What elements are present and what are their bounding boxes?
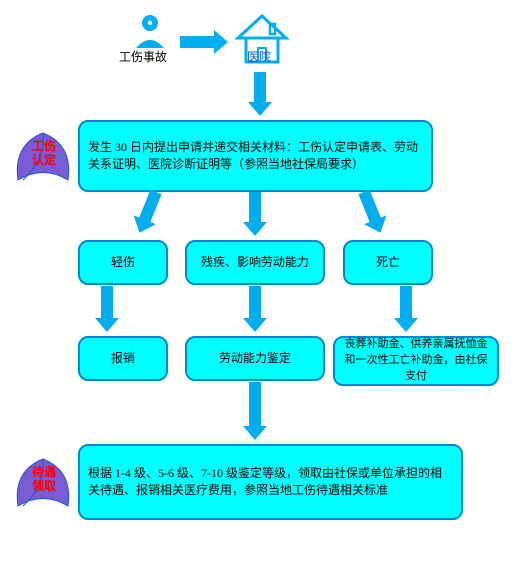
node-final-text: 根据 1-4 级、5-6 级、7-10 级鉴定等级，领取由社保或单位承担的相关待… [88, 465, 453, 500]
node-minor: 轻伤 [78, 240, 168, 285]
node-death-benefit-text: 丧葬补助金、供养亲属抚恤金和一次性工亡补助金，由社保支付 [343, 337, 489, 385]
arrow-apply-disability [249, 192, 261, 224]
node-death-text: 死亡 [376, 254, 400, 271]
node-final: 根据 1-4 级、5-6 级、7-10 级鉴定等级，领取由社保或单位承担的相关待… [78, 444, 463, 520]
arrow-apply-minor [138, 190, 161, 224]
node-assess-text: 劳动能力鉴定 [219, 350, 291, 367]
node-apply: 发生 30 日内提出申请并递交相关材料：工伤认定申请表、劳动关系证明、医院诊断证… [78, 120, 433, 192]
node-disability: 残疾、影响劳动能力 [185, 240, 325, 285]
arrow-death-benefit [400, 286, 412, 320]
node-apply-text: 发生 30 日内提出申请并递交相关材料：工伤认定申请表、劳动关系证明、医院诊断证… [88, 139, 423, 174]
arrow-assess-final [249, 382, 261, 428]
node-death: 死亡 [343, 240, 433, 285]
arrow-minor-reimburse [101, 286, 113, 320]
arrow-hospital-apply [254, 72, 266, 104]
arrow-to-hospital [180, 36, 216, 48]
node-reimburse-text: 报销 [111, 350, 135, 367]
flowchart-canvas: 工伤事故 医院 工伤 认定 发生 30 日内提出申请并递交相关材料：工伤认定申请… [0, 0, 522, 561]
hospital-label: 医院 [247, 48, 271, 65]
leaf-label-recognize: 工伤 认定 [28, 139, 60, 168]
arrow-apply-death [358, 190, 381, 224]
leaf-label-benefit: 待遇 领取 [28, 465, 60, 494]
node-death-benefit: 丧葬补助金、供养亲属抚恤金和一次性工亡补助金，由社保支付 [333, 336, 499, 386]
arrow-disability-assess [249, 286, 261, 320]
node-reimburse: 报销 [78, 336, 168, 381]
accident-label: 工伤事故 [108, 48, 178, 65]
node-disability-text: 残疾、影响劳动能力 [201, 254, 309, 271]
node-assess: 劳动能力鉴定 [185, 336, 325, 381]
node-minor-text: 轻伤 [111, 254, 135, 271]
